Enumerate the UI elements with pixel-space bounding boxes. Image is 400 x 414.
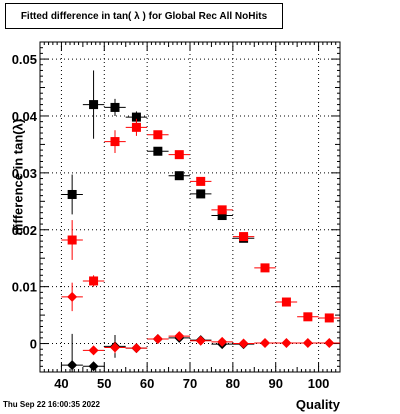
data-point — [211, 205, 233, 215]
data-point — [82, 70, 105, 139]
data-point — [254, 263, 276, 273]
x-axis-label: Quality — [295, 397, 340, 412]
x-tick-label: 100 — [308, 376, 330, 391]
x-tick-label: 80 — [226, 376, 240, 391]
x-tick-label: 70 — [183, 376, 197, 391]
square-marker — [110, 102, 120, 112]
square-marker — [281, 297, 291, 307]
square-marker — [196, 189, 206, 199]
square-marker — [131, 122, 141, 132]
data-point — [318, 337, 340, 348]
square-marker — [174, 171, 184, 181]
data-point — [254, 337, 276, 348]
data-point — [125, 343, 148, 354]
x-tick-label: 40 — [54, 376, 68, 391]
data-point — [104, 130, 126, 153]
diamond-marker — [88, 345, 99, 356]
y-tick-label: 0.04 — [12, 109, 38, 124]
diamond-marker — [131, 343, 142, 354]
diamond-marker — [152, 334, 163, 344]
y-tick-label: 0 — [30, 337, 37, 352]
x-tick-label: 90 — [268, 376, 282, 391]
data-point — [275, 297, 298, 307]
data-point — [211, 336, 233, 347]
data-point — [275, 337, 298, 348]
data-point — [297, 337, 319, 348]
diamond-marker — [217, 336, 228, 347]
y-tick-label: 0.03 — [12, 166, 37, 181]
data-markers — [61, 70, 340, 372]
diamond-marker — [302, 337, 313, 348]
data-point — [168, 150, 190, 160]
data-point — [125, 118, 148, 136]
diamond-marker — [281, 337, 292, 348]
square-marker — [67, 235, 77, 245]
diamond-marker — [110, 342, 120, 353]
data-point — [147, 334, 169, 344]
data-point — [190, 335, 212, 346]
data-point — [61, 220, 83, 260]
data-point — [211, 211, 233, 221]
chart-title: Fitted difference in tan( λ ) for Global… — [5, 3, 283, 29]
data-point — [147, 146, 169, 156]
square-marker — [217, 205, 227, 215]
data-point — [82, 275, 105, 287]
y-tick-label: 0.01 — [12, 280, 37, 295]
tick-labels: 40 50 60 70 80 90 100 0 0.01 0.02 0.03 0.04 0.05 — [12, 52, 330, 391]
data-point — [82, 345, 105, 356]
timestamp-footer: Thu Sep 22 16:00:35 2022 — [3, 400, 100, 409]
diamond-marker — [67, 291, 78, 302]
square-marker — [110, 137, 120, 147]
square-marker — [153, 146, 163, 156]
data-point — [147, 130, 169, 140]
data-point — [232, 232, 255, 242]
square-marker — [153, 130, 163, 140]
data-point — [104, 98, 126, 116]
square-marker — [89, 276, 99, 286]
diamond-marker — [174, 331, 185, 342]
square-marker — [303, 312, 313, 322]
x-tick-label: 60 — [140, 376, 154, 391]
axis-ticks — [39, 41, 341, 373]
y-axis-label: difference in tan(λ) — [10, 118, 26, 236]
diamond-marker — [324, 337, 335, 348]
diamond-marker — [260, 337, 270, 348]
square-marker — [67, 189, 77, 199]
square-marker — [324, 313, 334, 323]
square-marker — [89, 100, 99, 110]
square-marker — [239, 232, 249, 242]
data-point — [104, 341, 126, 354]
data-point — [168, 331, 190, 342]
grid-lines — [40, 42, 340, 372]
square-marker — [260, 263, 270, 273]
data-point — [61, 333, 83, 372]
data-point — [82, 361, 105, 372]
data-point — [190, 189, 212, 199]
diamond-marker — [88, 361, 99, 372]
y-tick-label: 0.05 — [12, 52, 37, 67]
diamond-marker — [195, 335, 206, 346]
square-marker — [174, 150, 184, 160]
square-marker — [196, 176, 206, 186]
x-tick-label: 50 — [97, 376, 111, 391]
data-point — [61, 174, 83, 215]
diamond-marker — [238, 338, 249, 349]
data-point — [318, 313, 340, 323]
diamond-marker — [67, 360, 78, 371]
data-point — [190, 176, 212, 186]
data-point — [61, 282, 83, 312]
square-marker — [131, 112, 141, 122]
square-marker — [217, 211, 227, 221]
y-tick-label: 0.02 — [12, 223, 37, 238]
data-point — [168, 171, 190, 181]
data-point — [297, 312, 319, 322]
data-point — [232, 338, 255, 349]
